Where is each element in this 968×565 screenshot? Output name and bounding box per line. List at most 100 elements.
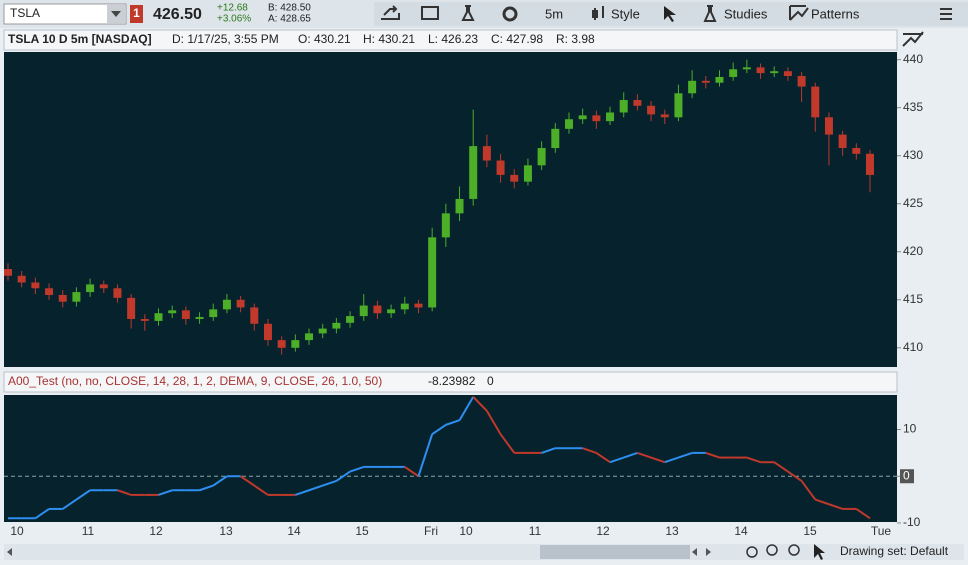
drawing-tool-icon[interactable] [902, 31, 924, 47]
study-line [637, 451, 652, 459]
studies-icon[interactable] [703, 5, 717, 22]
zoom-in-icon[interactable] [766, 544, 778, 556]
candle-body [250, 307, 259, 324]
y-tick-label: -10 [903, 515, 921, 529]
alert-badge[interactable] [130, 5, 143, 23]
study-value: -8.23982 [428, 374, 476, 388]
study-line [253, 484, 269, 496]
x-tick-label: 13 [665, 524, 679, 538]
y-tick-label: 10 [903, 422, 917, 436]
candle-body [660, 114, 669, 118]
drawing-set[interactable]: Drawing set: Default [840, 544, 949, 558]
candle-body [482, 146, 491, 161]
y-tick-label: 440 [903, 52, 923, 66]
y-tick-label: 410 [903, 340, 923, 354]
studies-menu[interactable]: Studies [724, 6, 768, 21]
pointer-icon[interactable] [814, 544, 825, 560]
candle-body [346, 316, 355, 323]
study-line [678, 451, 693, 459]
study-line [609, 456, 625, 464]
candle-body [537, 148, 546, 166]
chart-title: TSLA 10 D 5m [NASDAQ] [8, 32, 152, 46]
y-tick-label: 430 [903, 148, 923, 162]
candle-body [523, 165, 532, 182]
candle-body [373, 305, 382, 314]
candle-body [715, 76, 724, 83]
candle-body [441, 213, 450, 238]
study-line [199, 484, 214, 492]
study-line [705, 451, 720, 459]
candle-body [688, 80, 697, 94]
candle-body [154, 313, 163, 321]
net-change: +12.68 [217, 3, 248, 14]
symbol-box[interactable] [3, 3, 127, 25]
study-line [458, 396, 475, 421]
candle-body [332, 322, 341, 329]
candle-body [783, 71, 792, 77]
zoom-out-icon[interactable] [788, 544, 800, 556]
candle-body [17, 275, 26, 283]
study-line [814, 498, 830, 506]
style-menu[interactable]: Style [611, 6, 640, 21]
study-line [212, 475, 228, 487]
x-tick-label: 12 [596, 524, 610, 538]
study-line [431, 424, 447, 436]
x-tick-label: 12 [149, 524, 163, 538]
candle-body [72, 292, 81, 302]
settings-icon[interactable] [502, 6, 518, 22]
high: H: 430.21 [363, 32, 415, 46]
study-line [349, 465, 365, 473]
candle-body [400, 303, 409, 310]
study-line [773, 461, 789, 473]
range: R: 3.98 [556, 32, 595, 46]
open: O: 430.21 [298, 32, 351, 46]
crosshair-icon[interactable] [746, 546, 758, 558]
candle-body [99, 284, 108, 289]
alert-count: 1 [133, 6, 140, 20]
interval[interactable]: 5m [545, 6, 563, 21]
style-icon[interactable] [592, 6, 604, 20]
patterns-icon[interactable] [789, 5, 809, 21]
flask-icon[interactable] [461, 5, 475, 21]
dropdown-arrow [111, 11, 121, 17]
study-line [582, 447, 597, 454]
candle-body [729, 69, 738, 77]
x-tick-label: 10 [10, 524, 24, 538]
candle-body [852, 148, 861, 154]
x-tick-label: Fri [424, 524, 438, 538]
symbol[interactable]: TSLA [10, 6, 40, 20]
candle-body [263, 323, 272, 341]
patterns-menu[interactable]: Patterns [811, 6, 860, 21]
study-line [541, 447, 556, 454]
candle-body [414, 303, 423, 308]
info-bar [3, 29, 898, 51]
candle-body [496, 160, 505, 175]
study-line [472, 396, 488, 412]
candle-body [619, 100, 628, 113]
candle-body [770, 71, 779, 74]
x-tick-label: 15 [803, 524, 817, 538]
candle-body [606, 112, 615, 122]
study-panel [4, 395, 897, 522]
snapshot-icon[interactable] [421, 6, 439, 20]
share-icon[interactable] [381, 5, 400, 20]
candle-body [4, 269, 12, 276]
menu-icon[interactable] [940, 8, 952, 20]
x-tick-label: Tue [871, 524, 892, 538]
cursor-icon[interactable] [664, 6, 676, 22]
candle-body [168, 310, 177, 314]
study-line [800, 480, 817, 501]
study-line [664, 456, 679, 464]
candle-body [127, 297, 136, 319]
low: L: 426.23 [428, 32, 478, 46]
study-line [117, 489, 132, 496]
study-line [595, 452, 611, 464]
candle-body [756, 67, 765, 74]
candle-body [551, 128, 560, 149]
candle-body [811, 86, 820, 118]
study-line [623, 451, 638, 459]
candle-body [387, 309, 396, 314]
scrollbar-thumb[interactable] [540, 545, 690, 559]
x-tick-label: 11 [82, 524, 95, 538]
candle-body [455, 198, 464, 214]
